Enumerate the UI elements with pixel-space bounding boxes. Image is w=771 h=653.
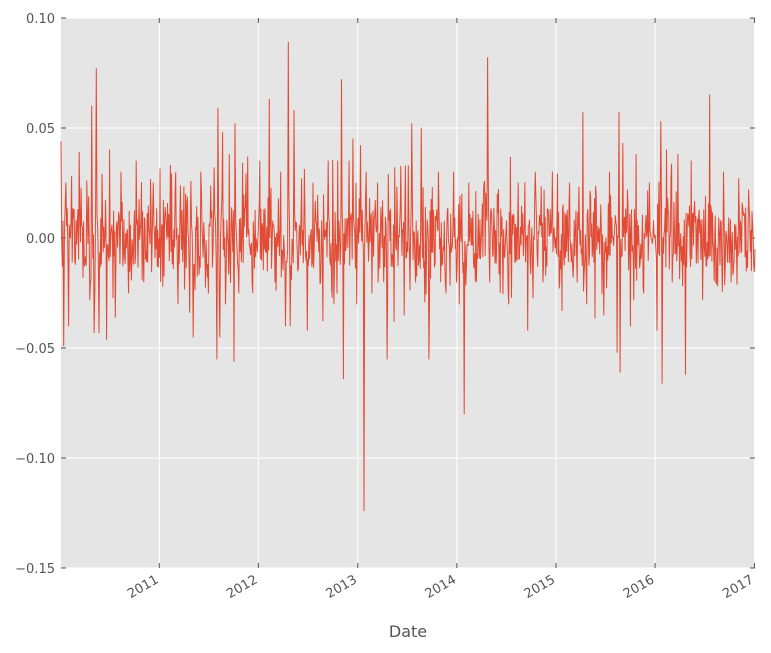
x-tick-label: 2016 xyxy=(621,572,657,602)
x-axis-title: Date xyxy=(389,622,427,641)
x-tick-label: 2011 xyxy=(125,572,161,602)
series-layer xyxy=(60,41,756,512)
y-tick-label: −0.15 xyxy=(15,562,55,577)
y-axis-labels: 0.10 0.05 0.00 −0.05 −0.10 −0.15 xyxy=(15,12,55,577)
x-tick-label: 2017 xyxy=(720,572,756,602)
y-tick-label: 0.05 xyxy=(26,122,55,137)
x-tick-label: 2012 xyxy=(224,572,260,602)
x-tick-label: 2015 xyxy=(522,572,558,602)
plot-area xyxy=(61,18,755,568)
x-tick-label: 2013 xyxy=(324,572,360,602)
y-tick-label: −0.05 xyxy=(15,342,55,357)
series-line xyxy=(60,41,756,512)
y-tick-label: 0.00 xyxy=(26,232,55,247)
y-tick-label: 0.10 xyxy=(26,12,55,27)
y-tick-label: −0.10 xyxy=(15,452,55,467)
x-axis-labels: 2011 2012 2013 2014 2015 2016 2017 xyxy=(125,572,756,602)
x-tick-label: 2014 xyxy=(423,572,459,602)
